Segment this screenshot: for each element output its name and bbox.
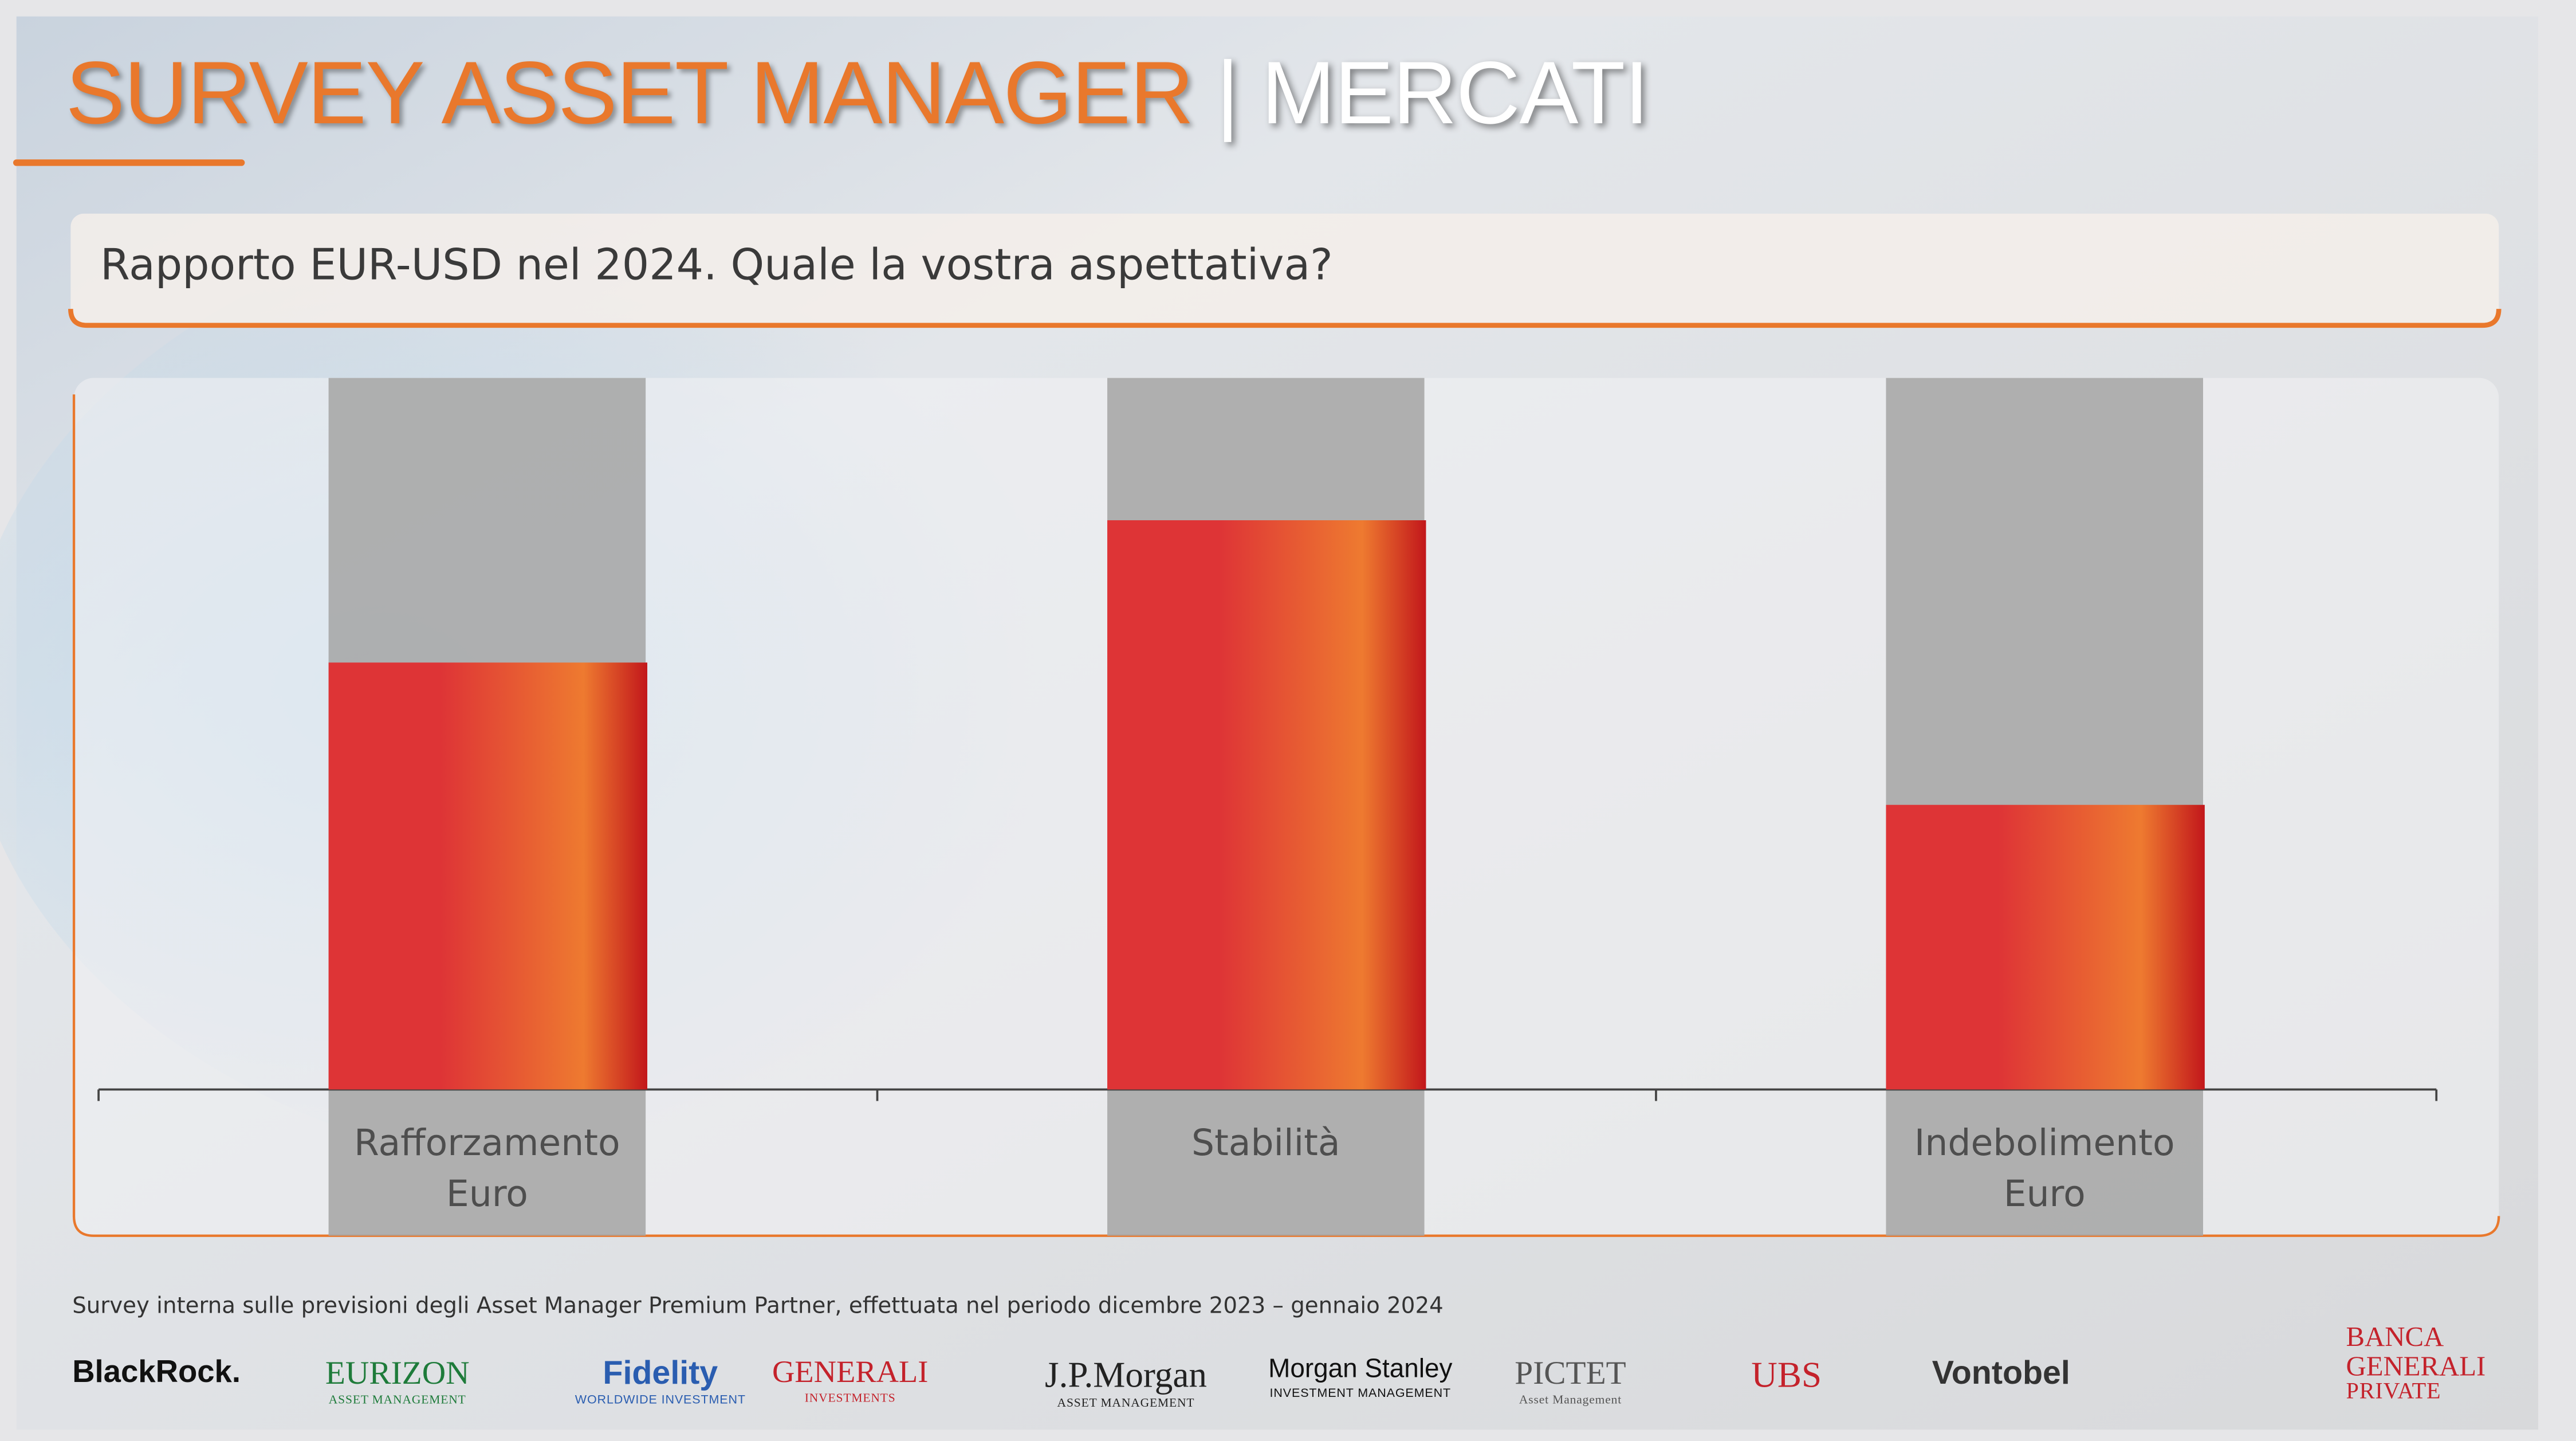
category-label: Rafforzamento Euro bbox=[354, 1124, 620, 1216]
logo-name: Morgan Stanley bbox=[1268, 1356, 1453, 1384]
logo-name: UBS bbox=[1751, 1354, 1822, 1395]
chart bbox=[97, 378, 2438, 1236]
logo-subtitle: WORLDWIDE INVESTMENT bbox=[575, 1392, 746, 1407]
logo-name: BlackRock. bbox=[72, 1356, 241, 1391]
title: SURVEY ASSET MANAGER | MERCATI bbox=[66, 43, 1649, 145]
title-section: MERCATI bbox=[1261, 44, 1649, 143]
logo-subtitle: ASSET MANAGEMENT bbox=[1057, 1395, 1195, 1410]
logo-subtitle: Asset Management bbox=[1519, 1392, 1622, 1407]
logo: PICTET Asset Management bbox=[1515, 1357, 1626, 1406]
question: Rapporto EUR-USD nel 2024. Quale la vost… bbox=[100, 241, 1333, 291]
logo-name: EURIZON bbox=[325, 1356, 470, 1392]
logo-name: Vontobel bbox=[1932, 1356, 2070, 1392]
title-separator: | bbox=[1216, 44, 1239, 143]
logo: Morgan Stanley INVESTMENT MANAGEMENT bbox=[1268, 1357, 1452, 1399]
logo: J.P.Morgan ASSET MANAGEMENT bbox=[1045, 1357, 1207, 1409]
bar bbox=[1886, 804, 2205, 1090]
bar bbox=[1107, 520, 1426, 1090]
logo-subtitle: INVESTMENTS bbox=[804, 1390, 896, 1405]
logo-name: BANCA GENERALI bbox=[2346, 1321, 2486, 1382]
logo: EURIZON ASSET MANAGEMENT bbox=[325, 1357, 470, 1406]
logo-name: GENERALI bbox=[772, 1356, 929, 1391]
logo: BANCA GENERALI PRIVATE bbox=[2346, 1321, 2511, 1405]
bar bbox=[328, 662, 647, 1090]
logo: Vontobel bbox=[1932, 1357, 2070, 1390]
category-label: Stabilità bbox=[1191, 1124, 1340, 1165]
logo-subtitle: ASSET MANAGEMENT bbox=[328, 1392, 466, 1407]
category-label: Indebolimento Euro bbox=[1914, 1124, 2175, 1216]
title-main: SURVEY ASSET MANAGER bbox=[65, 44, 1194, 143]
logo: BlackRock. bbox=[72, 1357, 241, 1388]
logo-name: Fidelity bbox=[603, 1356, 718, 1392]
logo: GENERALI INVESTMENTS bbox=[772, 1357, 928, 1404]
logo-name: PICTET bbox=[1515, 1356, 1626, 1392]
logo-subtitle: INVESTMENT MANAGEMENT bbox=[1269, 1385, 1452, 1400]
footnote: Survey interna sulle previsioni degli As… bbox=[72, 1293, 1444, 1320]
logo: UBS bbox=[1751, 1357, 1822, 1393]
logo-subtitle: PRIVATE bbox=[2346, 1380, 2441, 1405]
logo-name: J.P.Morgan bbox=[1045, 1354, 1207, 1395]
logo: Fidelity WORLDWIDE INVESTMENT bbox=[575, 1357, 746, 1406]
